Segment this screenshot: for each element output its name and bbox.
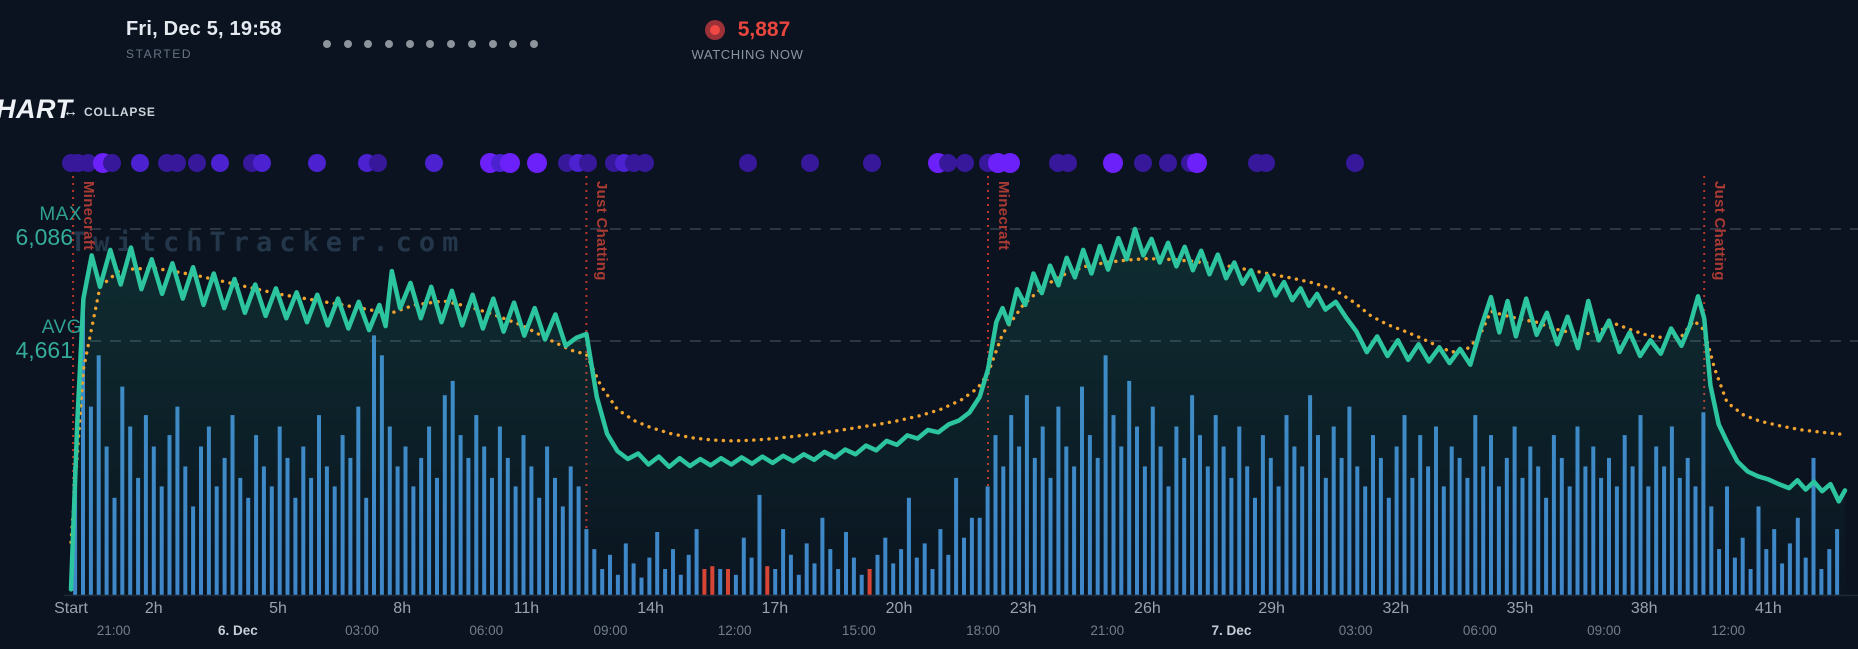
event-dot[interactable] [738, 154, 757, 172]
record-icon [704, 20, 725, 40]
axis-time-tick: 03:00 [1338, 623, 1373, 638]
event-dot[interactable] [800, 154, 819, 172]
axis-hour-tick: 11h [513, 600, 540, 617]
axis-hour-tick: 41h [1755, 600, 1782, 617]
pager-dot [364, 40, 373, 48]
stat-avg-label: AVG [41, 317, 82, 338]
axis-time-tick: 06:00 [469, 623, 504, 638]
watching-now-block: 5,887 WATCHING NOW [660, 18, 835, 62]
event-dot[interactable] [252, 154, 271, 172]
axis-hour-tick: 8h [393, 600, 412, 617]
pager-dot [447, 40, 456, 48]
pager-dot [323, 40, 331, 48]
started-date: Fri, Dec 5, 19:58 [126, 18, 282, 40]
axis-time-tick: 6. Dec [217, 623, 258, 638]
event-dot[interactable] [955, 154, 974, 172]
axis-hour-tick: 35h [1506, 600, 1534, 617]
axis-hour-tick: 2h [144, 600, 163, 617]
watermark: TwitchTracker.com [70, 227, 466, 258]
axis-time-tick: 7. Dec [1211, 623, 1252, 638]
event-dot[interactable] [499, 153, 520, 173]
axis-hour-tick: 23h [1009, 600, 1037, 617]
stat-max: MAX 6,086 [0, 204, 84, 249]
collapse-label: COLLAPSE [84, 104, 156, 119]
collapse-button[interactable]: ↔ COLLAPSE [63, 104, 156, 119]
event-dot[interactable] [1187, 153, 1208, 173]
pager-dots [323, 40, 538, 48]
axis-hour-tick: 26h [1134, 600, 1161, 617]
chart-section-title: CHART [0, 94, 73, 124]
event-dot[interactable] [369, 154, 388, 172]
event-dot[interactable] [102, 154, 121, 172]
pager-dot [343, 40, 352, 48]
pager-dot [467, 40, 476, 48]
axis-time-tick: 12:00 [717, 623, 752, 638]
collapse-arrows-icon: ↔ [63, 103, 78, 120]
axis-hour-tick: 38h [1630, 600, 1658, 617]
event-dot[interactable] [1133, 154, 1152, 172]
event-dot[interactable] [1256, 154, 1275, 172]
event-dot[interactable] [999, 153, 1020, 173]
event-dot[interactable] [1159, 154, 1178, 172]
stat-avg: AVG 4,661 [0, 317, 84, 362]
event-dot[interactable] [1345, 154, 1364, 172]
axis-hour-tick: Start [54, 600, 88, 617]
axis-time-tick: 09:00 [593, 623, 628, 638]
event-dot[interactable] [425, 154, 444, 172]
event-dot[interactable] [211, 154, 230, 172]
axis-time-tick: 15:00 [841, 623, 876, 638]
started-label: STARTED [126, 47, 193, 61]
pager-dot [385, 40, 394, 48]
axis-time-tick: 18:00 [966, 623, 1000, 638]
pager-dot [488, 40, 497, 48]
event-dot[interactable] [78, 154, 97, 172]
axis-hour-tick: 32h [1382, 600, 1410, 617]
stat-max-label: MAX [39, 204, 82, 225]
stat-avg-value: 4,661 [15, 337, 73, 362]
axis-time-tick: 03:00 [345, 623, 379, 638]
game-marker-label: Just Chatting [1711, 181, 1729, 281]
event-dot[interactable] [1058, 154, 1077, 172]
pager-dot [529, 40, 538, 48]
stat-max-value: 6,086 [15, 224, 73, 249]
event-dot[interactable] [863, 154, 882, 172]
game-marker-label: Minecraft [80, 181, 98, 251]
event-dot[interactable] [635, 154, 654, 172]
event-dot[interactable] [527, 153, 548, 173]
pager-dot [509, 40, 518, 48]
watching-count: 5,887 [737, 18, 791, 41]
event-dot[interactable] [187, 154, 206, 172]
event-dot[interactable] [131, 154, 150, 172]
axis-hour-tick: 5h [269, 600, 287, 617]
stream-started-block: Fri, Dec 5, 19:58 STARTED [126, 18, 282, 61]
event-dot[interactable] [307, 154, 326, 172]
event-dot[interactable] [167, 154, 186, 172]
event-dot[interactable] [1103, 153, 1124, 173]
pager-dot [426, 40, 435, 48]
axis-time-tick: 09:00 [1587, 623, 1621, 638]
axis-time-tick: 21:00 [96, 623, 131, 638]
axis-hour-tick: 20h [885, 600, 913, 617]
event-dot[interactable] [938, 154, 957, 172]
game-marker-label: Minecraft [995, 181, 1012, 251]
axis-hour-tick: 14h [637, 600, 664, 617]
axis-hour-tick: 17h [761, 600, 789, 617]
event-dot[interactable] [579, 154, 598, 172]
axis-time-tick: 12:00 [1711, 623, 1746, 638]
axis-time-tick: 06:00 [1462, 623, 1497, 638]
axis-hour-tick: 29h [1258, 600, 1285, 617]
game-marker-label: Just Chatting [593, 181, 611, 281]
axis-time-tick: 21:00 [1090, 623, 1125, 638]
pager-dot [405, 40, 414, 48]
watching-label: WATCHING NOW [691, 47, 804, 62]
